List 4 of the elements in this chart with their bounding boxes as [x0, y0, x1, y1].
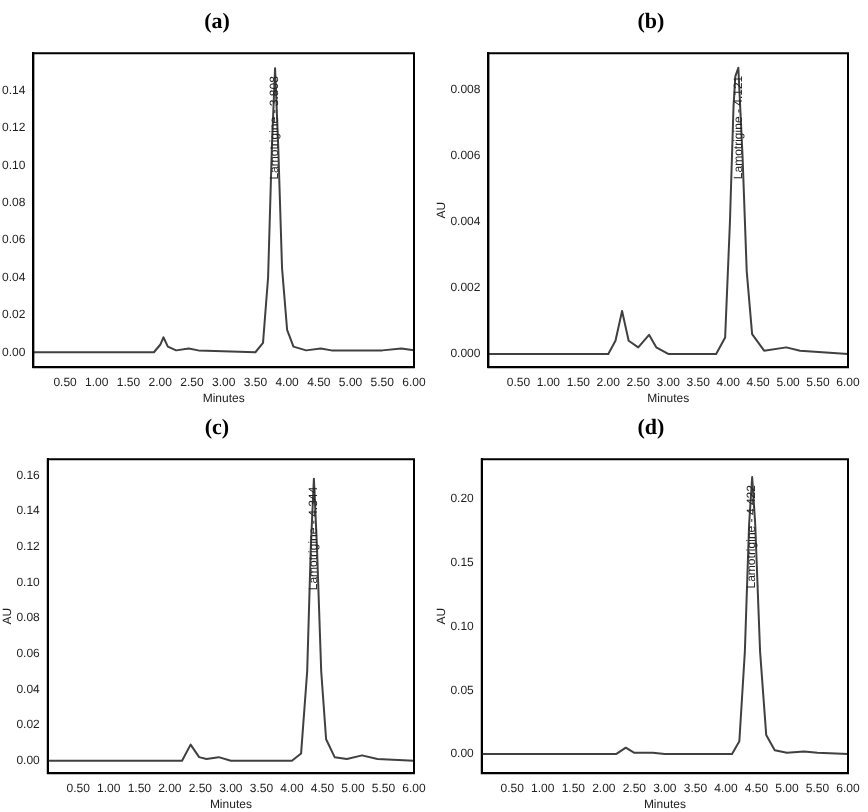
chart-title: (b) — [635, 8, 667, 38]
chart-title: (a) — [202, 8, 232, 38]
chart-title: (d) — [635, 414, 667, 444]
chart-title: (c) — [202, 414, 232, 444]
